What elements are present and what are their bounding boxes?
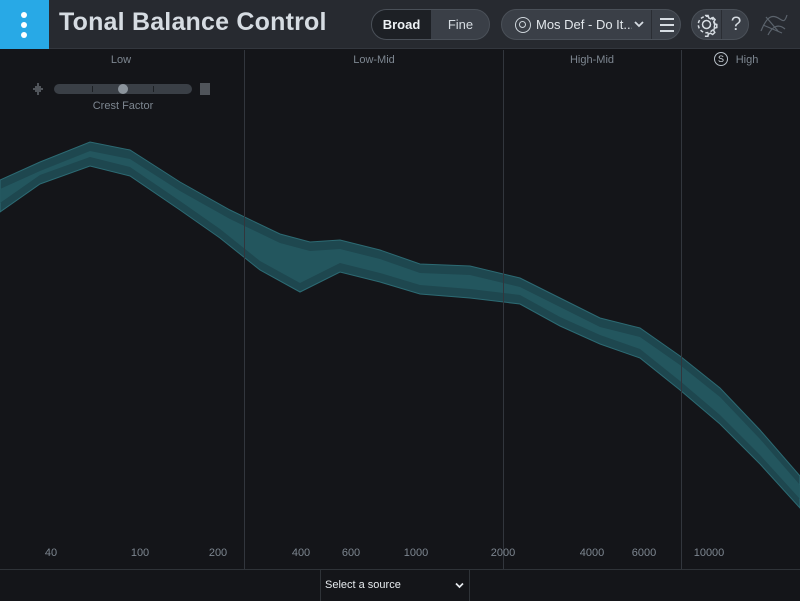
freq-tick-label: 400 (291, 547, 311, 559)
band-divider[interactable] (681, 50, 682, 569)
target-name: Mos Def - Do It... (536, 17, 632, 32)
settings-help-group: ? (691, 9, 749, 40)
resolution-toggle: Broad Fine (371, 9, 490, 40)
slider-tick (153, 86, 154, 92)
crest-factor-slider[interactable] (54, 84, 192, 94)
menu-dot-icon (21, 32, 27, 38)
band-divider[interactable] (503, 50, 504, 569)
freq-tick-label: 2000 (490, 547, 516, 559)
hamburger-menu-icon (660, 30, 674, 32)
waveform-sparse-icon (33, 83, 43, 95)
spectrum-plot[interactable]: Low Low-Mid High-Mid S High (0, 50, 800, 569)
source-placeholder: Select a source (325, 579, 401, 591)
freq-tick-label: 4000 (579, 547, 605, 559)
hamburger-menu-icon (660, 18, 674, 20)
settings-button[interactable] (692, 10, 721, 39)
fine-button[interactable]: Fine (447, 17, 474, 32)
gear-icon (697, 14, 718, 38)
band-divider[interactable] (244, 50, 245, 569)
chevron-down-icon (634, 21, 644, 28)
header-bar: Tonal Balance Control Broad Fine Mos Def… (0, 0, 800, 49)
hamburger-menu-icon (660, 24, 674, 26)
izotope-logo-icon (760, 14, 788, 36)
freq-tick-label: 200 (208, 547, 228, 559)
band-label-low: Low (110, 54, 132, 66)
plugin-menu-button[interactable] (0, 0, 49, 49)
band-label-high: High (735, 54, 759, 66)
waveform-dense-icon (200, 83, 210, 95)
target-dropdown[interactable]: Mos Def - Do It... (501, 9, 681, 40)
band-label-high-mid: High-Mid (569, 54, 615, 66)
freq-tick-label: 1000 (403, 547, 429, 559)
menu-dot-icon (21, 22, 27, 28)
help-button[interactable]: ? (721, 10, 748, 39)
menu-dot-icon (21, 12, 27, 18)
broad-button[interactable]: Broad (372, 10, 431, 39)
footer-bar: Select a source (0, 569, 800, 601)
freq-tick-label: 600 (341, 547, 361, 559)
crest-factor-label: Crest Factor (92, 100, 154, 112)
target-curve-band (0, 141, 800, 509)
target-icon (515, 17, 531, 33)
crest-factor-control: Crest Factor (33, 83, 213, 115)
chevron-down-icon (455, 582, 464, 589)
freq-tick-label: 6000 (631, 547, 657, 559)
slider-tick (92, 86, 93, 92)
freq-tick-label: 10000 (693, 547, 725, 559)
target-menu-button[interactable] (651, 10, 680, 39)
source-dropdown[interactable]: Select a source (320, 570, 470, 601)
band-label-low-mid: Low-Mid (353, 54, 395, 66)
solo-band-button[interactable]: S (714, 52, 728, 66)
app-title: Tonal Balance Control (59, 8, 327, 36)
crest-factor-thumb[interactable] (118, 84, 128, 94)
freq-tick-label: 100 (130, 547, 150, 559)
freq-tick-label: 40 (44, 547, 58, 559)
target-curve-center-band (0, 151, 800, 499)
target-curve-graph (0, 141, 800, 509)
